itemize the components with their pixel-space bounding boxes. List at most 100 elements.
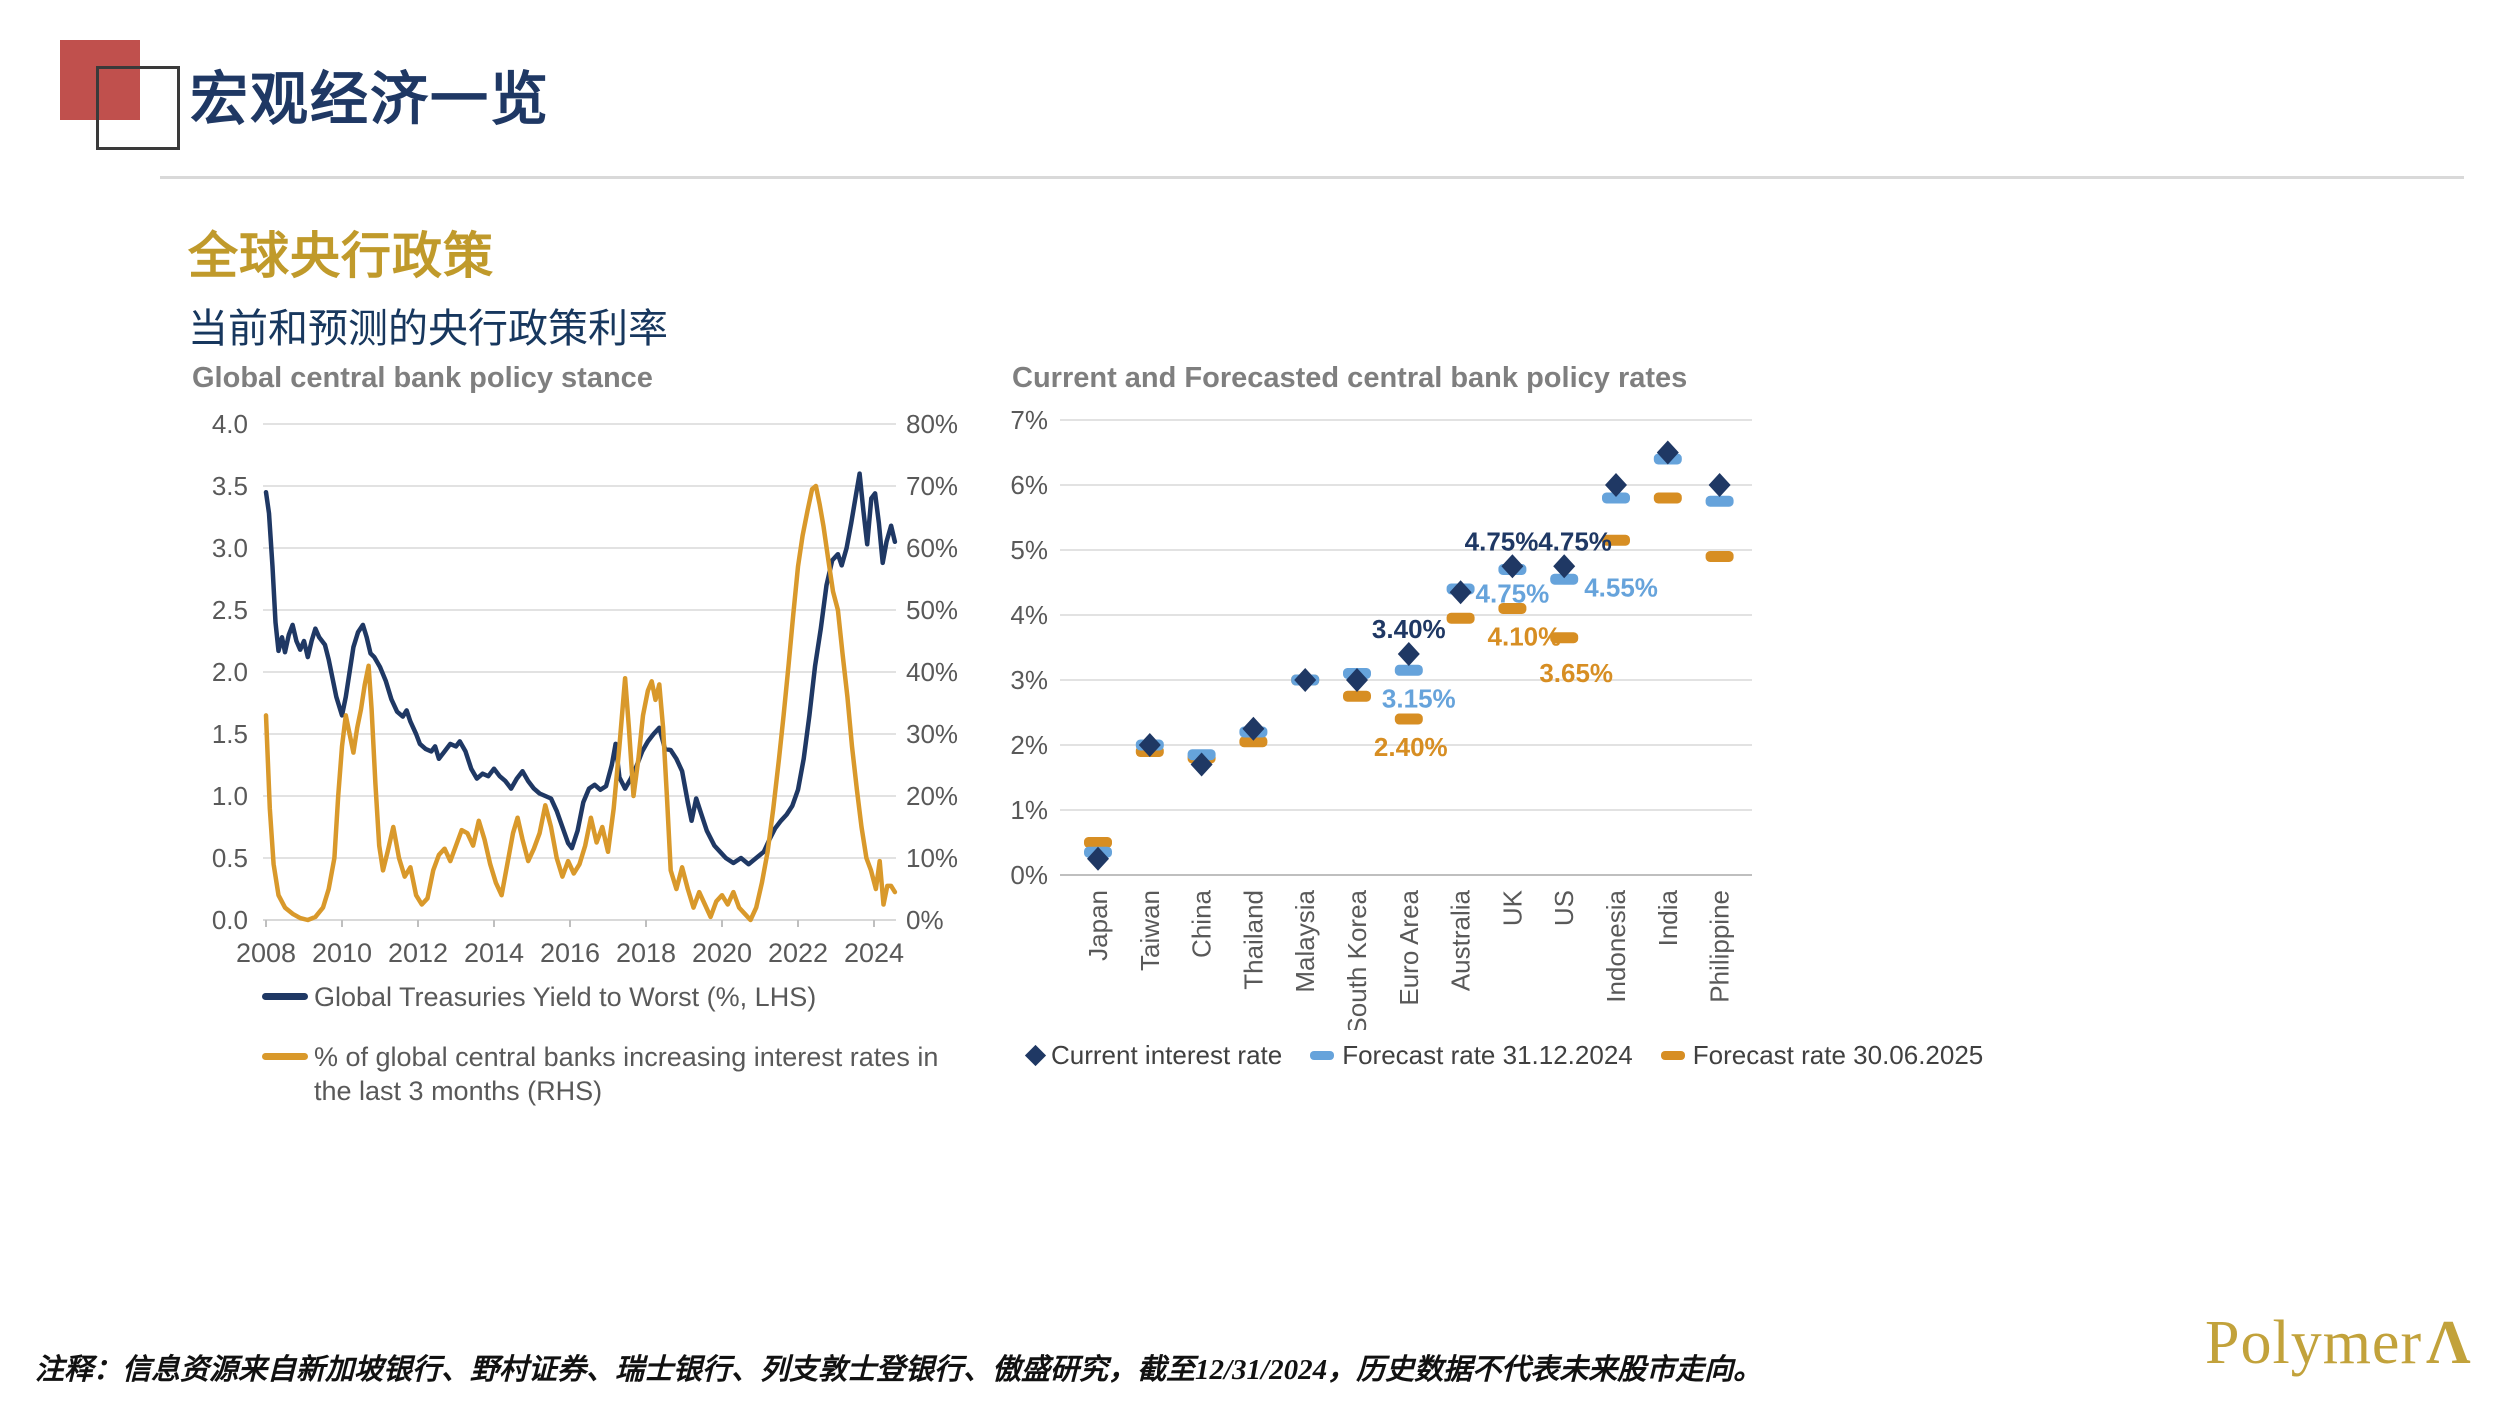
data-label: 4.55% <box>1584 572 1658 602</box>
legend-item-forecast-jun: Forecast rate 30.06.2025 <box>1660 1040 1984 1071</box>
marker-current-Australia <box>1449 580 1472 605</box>
marker-forecast-jun-US <box>1550 632 1579 644</box>
x-axis-tick-label: 2016 <box>540 938 600 968</box>
marker-forecast-jun-Euro Area <box>1394 713 1423 725</box>
left-axis-tick-label: 0.0 <box>212 905 248 935</box>
marker-current-Malaysia <box>1294 668 1317 692</box>
navy-line-swatch-icon <box>262 993 308 1000</box>
line-chart-policy-stance: 0.0 0% 0.5 10% 1.0 20% 1.5 30% 2.0 40% 2.5 50% 3.0 60… <box>212 409 958 968</box>
category-label: US <box>1549 890 1579 926</box>
marker-current-Euro Area <box>1397 642 1420 666</box>
left-axis-tick-label: 2.5 <box>212 595 248 625</box>
left-axis-tick-label: 3.0 <box>212 533 248 563</box>
marker-current-Thailand <box>1242 716 1265 741</box>
category-label: UK <box>1497 889 1527 926</box>
brand-red-square <box>60 40 140 120</box>
marker-forecast-jun-UK <box>1498 603 1527 614</box>
marker-forecast-jun-Australia <box>1446 612 1475 624</box>
marker-current-UK <box>1501 554 1524 579</box>
right-axis-tick-label: 10% <box>906 843 958 873</box>
scatter-chart-policy-rates: 0% 1% 2% 3% 4% 5% 6% 7% Japan Taiwan China Thailand… <box>1010 405 1752 1030</box>
category-label: India <box>1653 889 1683 946</box>
y-axis-tick-label: 6% <box>1010 470 1048 500</box>
x-axis-tick-label: 2018 <box>616 938 676 968</box>
left-chart-legend: Global Treasuries Yield to Worst (%, LHS… <box>262 980 982 1134</box>
x-axis-tick-label: 2022 <box>768 938 828 968</box>
marker-forecast-jun-India <box>1653 492 1682 504</box>
right-chart-legend: Current interest rate Forecast rate 31.1… <box>1024 1040 2011 1071</box>
legend-label: Global Treasuries Yield to Worst (%, LHS… <box>314 982 817 1012</box>
marker-current-US <box>1553 554 1576 579</box>
category-label: South Korea <box>1342 889 1372 1030</box>
left-axis-tick-label: 4.0 <box>212 409 248 439</box>
source-footnote: 注释：信息资源来自新加坡银行、野村证券、瑞士银行、列支敦士登银行、傲盛研究，截至… <box>35 1354 1763 1386</box>
y-axis-tick-label: 7% <box>1010 405 1048 435</box>
legend-label: Current interest rate <box>1051 1040 1283 1070</box>
marker-forecast-dec-Indonesia <box>1602 492 1630 504</box>
marker-forecast-jun-Thailand <box>1239 736 1268 748</box>
left-axis-tick-label: 1.0 <box>212 781 248 811</box>
marker-forecast-jun-Japan <box>1084 837 1112 848</box>
y-axis-tick-label: 2% <box>1010 730 1048 760</box>
left-axis-tick-label: 3.5 <box>212 471 248 501</box>
brand-outline-square <box>96 66 180 150</box>
legend-item-banks-hiking: % of global central banks increasing int… <box>262 1040 982 1108</box>
category-label: Japan <box>1083 890 1113 961</box>
marker-forecast-dec-Euro Area <box>1394 664 1423 676</box>
right-chart-title: Current and Forecasted central bank poli… <box>1012 362 1688 394</box>
right-axis-tick-label: 50% <box>906 595 958 625</box>
diamond-swatch-icon <box>1024 1044 1047 1067</box>
marker-forecast-dec-US <box>1550 573 1579 585</box>
right-axis-tick-label: 60% <box>906 533 958 563</box>
right-axis-tick-label: 80% <box>906 409 958 439</box>
marker-current-Taiwan <box>1138 733 1161 757</box>
data-label: 3.15% <box>1382 683 1456 713</box>
marker-forecast-jun-Philippine <box>1705 551 1734 562</box>
category-label: China <box>1187 889 1217 957</box>
marker-forecast-jun-South Korea <box>1343 690 1371 702</box>
right-axis-tick-label: 40% <box>906 657 958 687</box>
category-label: Australia <box>1446 889 1476 991</box>
left-axis-tick-label: 2.0 <box>212 657 248 687</box>
category-label: Thailand <box>1238 890 1268 990</box>
section-subheading: 当前和预测的央行政策利率 <box>188 307 668 351</box>
category-label: Philippine <box>1705 890 1735 1003</box>
legend-label: Forecast rate 30.06.2025 <box>1692 1040 1984 1070</box>
logo-lambda-icon: Λ <box>2426 1309 2471 1377</box>
y-axis-tick-label: 4% <box>1010 600 1048 630</box>
marker-current-India <box>1656 440 1679 465</box>
data-label: 4.75% <box>1465 526 1539 556</box>
marker-forecast-jun-Indonesia <box>1602 534 1630 546</box>
legend-item-current-rate: Current interest rate <box>1024 1040 1283 1071</box>
category-label: Malaysia <box>1290 889 1320 992</box>
left-axis-tick-label: 1.5 <box>212 719 248 749</box>
marker-forecast-dec-Philippine <box>1705 495 1734 507</box>
marker-current-China <box>1190 752 1213 777</box>
data-label: 4.10% <box>1488 622 1562 652</box>
left-axis-tick-label: 0.5 <box>212 843 248 873</box>
x-axis-tick-label: 2008 <box>236 938 296 968</box>
marker-current-Japan <box>1087 846 1109 871</box>
header-divider <box>160 176 2464 179</box>
blue-dash-swatch-icon <box>1310 1051 1335 1060</box>
y-axis-tick-label: 0% <box>1010 860 1048 890</box>
data-label: 2.40% <box>1374 732 1448 762</box>
data-label: 4.75% <box>1538 526 1612 556</box>
data-label: 3.65% <box>1539 658 1613 688</box>
orange-line-swatch-icon <box>262 1053 308 1060</box>
right-axis-tick-label: 20% <box>906 781 958 811</box>
legend-item-forecast-dec: Forecast rate 31.12.2024 <box>1310 1040 1633 1071</box>
category-label: Taiwan <box>1135 890 1165 971</box>
x-axis-tick-label: 2024 <box>844 938 904 968</box>
legend-item-treasury-yield: Global Treasuries Yield to Worst (%, LHS… <box>262 980 982 1014</box>
logo-wordmark: Polymer <box>2205 1309 2423 1377</box>
marker-current-Indonesia <box>1605 473 1627 497</box>
data-label: 3.40% <box>1372 614 1446 644</box>
marker-current-South Korea <box>1346 668 1368 692</box>
legend-label: Forecast rate 31.12.2024 <box>1342 1040 1633 1070</box>
data-label: 4.75% <box>1476 579 1550 609</box>
page-title: 宏观经济一览 <box>190 67 551 132</box>
y-axis-tick-label: 1% <box>1010 795 1048 825</box>
y-axis-tick-label: 5% <box>1010 535 1048 565</box>
